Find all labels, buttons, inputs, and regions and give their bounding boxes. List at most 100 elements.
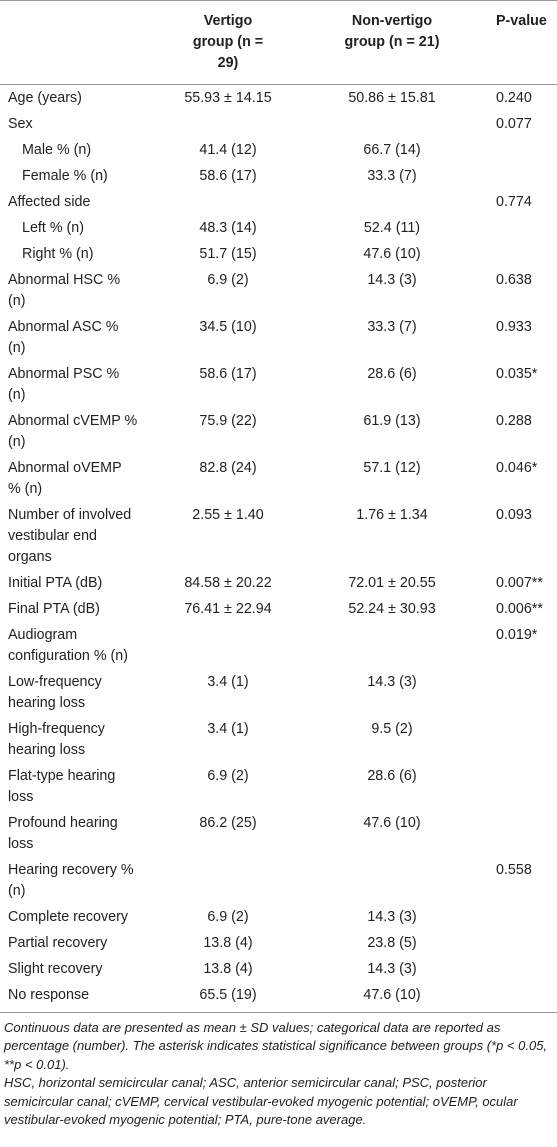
table-cell: 6.9 (2) xyxy=(207,767,249,784)
table-cell: 58.6 (17) xyxy=(199,365,257,382)
table-cell: 55.93 ± 14.15 xyxy=(184,89,272,106)
table-cell xyxy=(304,857,480,904)
table-row: Age (years) 55.93 ± 14.15 50.86 ± 15.81 0.2… xyxy=(0,85,557,112)
table-cell: 84.58 ± 20.22 xyxy=(184,574,272,591)
table-cell: 48.3 (14) xyxy=(199,219,257,236)
table-cell: 52.4 (11) xyxy=(363,219,421,236)
table-cell: 0.288 xyxy=(496,412,532,429)
table-cell: 0.558 xyxy=(496,861,532,878)
table-row: Partial recovery 13.8 (4) 23.8 (5) xyxy=(0,930,557,956)
table-row: Affected side 0.774 xyxy=(0,189,557,215)
footnote: Continuous data are presented as mean ± … xyxy=(4,1019,548,1072)
table-cell: 65.5 (19) xyxy=(199,986,257,1003)
table-cell: Left % (n) xyxy=(22,219,84,236)
table-cell: 0.774 xyxy=(496,193,532,210)
header-cell xyxy=(0,1,152,85)
table-cell: 1.76 ± 1.34 xyxy=(356,506,428,523)
footnotes: Continuous data are presented as mean ± … xyxy=(0,1013,557,1130)
table-cell: Partial recovery xyxy=(8,934,108,951)
table-cell xyxy=(152,622,304,669)
table-cell: Male % (n) xyxy=(22,141,92,158)
table-row: Audiogram configuration % (n) 0.019* xyxy=(0,622,557,669)
table-cell: 3.4 (1) xyxy=(207,720,249,737)
table-cell: 0.046* xyxy=(496,459,538,476)
table-row: Right % (n) 51.7 (15) 47.6 (10) xyxy=(0,241,557,267)
table-cell xyxy=(480,716,557,763)
table-cell: 0.035* xyxy=(496,365,538,382)
table-cell xyxy=(480,810,557,857)
table-cell: 72.01 ± 20.55 xyxy=(348,574,436,591)
footnote: HSC, horizontal semicircular canal; ASC,… xyxy=(4,1075,518,1127)
table-cell: 47.6 (10) xyxy=(363,814,421,831)
table-row: Male % (n) 41.4 (12) 66.7 (14) xyxy=(0,137,557,163)
table-cell: Slight recovery xyxy=(8,960,103,977)
table-cell xyxy=(152,111,304,137)
table-body: Age (years) 55.93 ± 14.15 50.86 ± 15.81 0.2… xyxy=(0,85,557,1012)
table-cell: 0.933 xyxy=(496,318,532,335)
table-row: Slight recovery 13.8 (4) 14.3 (3) xyxy=(0,956,557,982)
table-cell: 57.1 (12) xyxy=(363,459,421,476)
table-cell: Abnormal cVEMP % (n) xyxy=(8,412,138,450)
table-cell: 9.5 (2) xyxy=(371,720,413,737)
table-cell: Final PTA (dB) xyxy=(8,600,100,617)
table-cell: Profound hearing loss xyxy=(8,814,118,852)
table-cell: No response xyxy=(8,986,90,1003)
table-cell: Female % (n) xyxy=(22,167,108,184)
table-row: Abnormal oVEMP % (n) 82.8 (24) 57.1 (12) 0.… xyxy=(0,455,557,502)
table-cell xyxy=(480,163,557,189)
table-cell: 0.077 xyxy=(496,115,532,132)
table-cell: 14.3 (3) xyxy=(367,673,417,690)
table-cell: 61.9 (13) xyxy=(363,412,421,429)
table-cell xyxy=(480,137,557,163)
table-cell: 14.3 (3) xyxy=(367,960,417,977)
table-cell: 51.7 (15) xyxy=(199,245,257,262)
table-cell xyxy=(480,982,557,1012)
table-cell xyxy=(480,956,557,982)
table-cell xyxy=(480,241,557,267)
table-cell: 13.8 (4) xyxy=(203,934,253,951)
table-cell: 34.5 (10) xyxy=(199,318,257,335)
table-cell: 0.019* xyxy=(496,626,538,643)
header-cell: Non-vertigo group (n = 21) xyxy=(344,13,440,50)
table-cell: Affected side xyxy=(8,193,91,210)
table-cell: 0.007** xyxy=(496,574,543,591)
table-cell: Right % (n) xyxy=(22,245,94,262)
table-cell: Flat-type hearing loss xyxy=(8,767,116,805)
table-cell: Abnormal ASC % (n) xyxy=(8,318,119,356)
table-cell: 47.6 (10) xyxy=(363,986,421,1003)
table-cell: 3.4 (1) xyxy=(207,673,249,690)
table-cell: Low-frequency hearing loss xyxy=(8,673,102,711)
table-cell: Complete recovery xyxy=(8,908,128,925)
table-cell: Number of involved vestibular end organs xyxy=(8,506,132,565)
table-row: Final PTA (dB) 76.41 ± 22.94 52.24 ± 30.93… xyxy=(0,596,557,622)
table-cell: 28.6 (6) xyxy=(367,365,417,382)
table-row: No response 65.5 (19) 47.6 (10) xyxy=(0,982,557,1012)
table-row: Flat-type hearing loss 6.9 (2) 28.6 (6) xyxy=(0,763,557,810)
table-row: Abnormal HSC % (n) 6.9 (2) 14.3 (3) 0.638 xyxy=(0,267,557,314)
table-cell: Abnormal oVEMP % (n) xyxy=(8,459,122,497)
table-cell xyxy=(480,669,557,716)
table-cell: 33.3 (7) xyxy=(367,167,417,184)
header-cell: Vertigo group (n = 29) xyxy=(192,13,264,71)
table-cell xyxy=(480,930,557,956)
table-cell: Age (years) xyxy=(8,89,82,106)
header-cell: P-value xyxy=(496,13,547,29)
table-cell: 82.8 (24) xyxy=(199,459,257,476)
table-cell: 6.9 (2) xyxy=(207,908,249,925)
table-row: Left % (n) 48.3 (14) 52.4 (11) xyxy=(0,215,557,241)
table-cell: 23.8 (5) xyxy=(367,934,417,951)
table-cell: 0.240 xyxy=(496,89,532,106)
table-cell: Initial PTA (dB) xyxy=(8,574,103,591)
table-cell xyxy=(480,763,557,810)
table-row: Abnormal PSC % (n) 58.6 (17) 28.6 (6) 0.035… xyxy=(0,361,557,408)
data-table: Vertigo group (n = 29) Non-vertigo group… xyxy=(0,0,557,1012)
table-row: Hearing recovery % (n) 0.558 xyxy=(0,857,557,904)
table-cell: High-frequency hearing loss xyxy=(8,720,105,758)
table-row: Complete recovery 6.9 (2) 14.3 (3) xyxy=(0,904,557,930)
table-cell: 66.7 (14) xyxy=(363,141,421,158)
table-row: Sex 0.077 xyxy=(0,111,557,137)
table-cell: 76.41 ± 22.94 xyxy=(184,600,272,617)
table-cell: 28.6 (6) xyxy=(367,767,417,784)
table-row: Low-frequency hearing loss 3.4 (1) 14.3 (3… xyxy=(0,669,557,716)
table-cell xyxy=(152,857,304,904)
